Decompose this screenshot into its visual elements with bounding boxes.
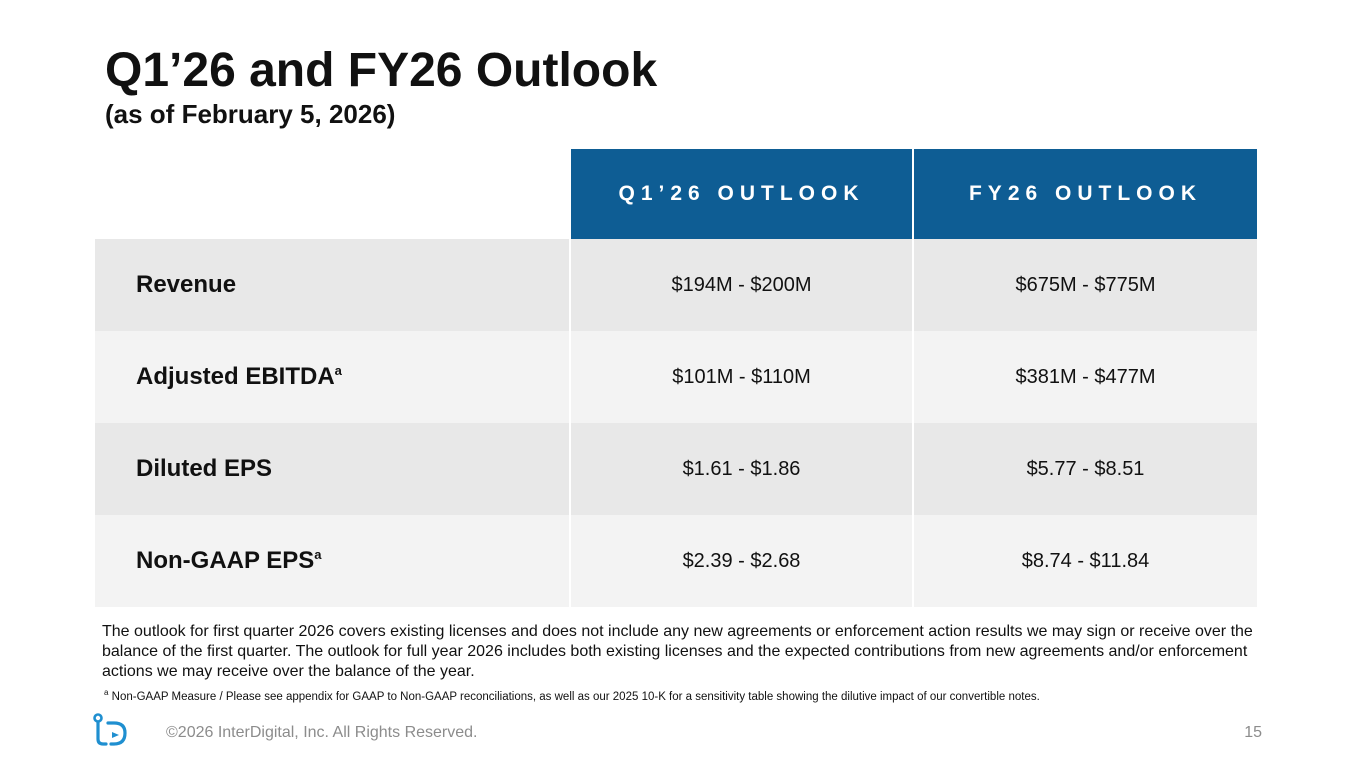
cell-fy-value: $8.74 - $11.84 xyxy=(912,515,1257,607)
row-label-non-gaap-eps: Non-GAAP EPSa xyxy=(95,515,570,607)
table-row: Non-GAAP EPSa $2.39 - $2.68 $8.74 - $11.… xyxy=(95,515,1257,607)
table-header-row: Q1’26 OUTLOOK FY26 OUTLOOK xyxy=(95,149,1257,239)
footnote-marker: a xyxy=(314,547,322,562)
interdigital-logo-icon xyxy=(93,713,127,746)
copyright-text: ©2026 InterDigital, Inc. All Rights Rese… xyxy=(166,724,478,741)
row-label-revenue: Revenue xyxy=(95,239,570,331)
slide-title: Q1’26 and FY26 Outlook xyxy=(105,44,658,97)
cell-q1-value: $2.39 - $2.68 xyxy=(569,515,913,607)
row-label-diluted-eps: Diluted EPS xyxy=(95,423,570,515)
footnote-marker: a xyxy=(334,363,342,378)
table-row: Revenue $194M - $200M $675M - $775M xyxy=(95,239,1257,331)
footnote-marker: a xyxy=(104,688,109,698)
outlook-note: The outlook for first quarter 2026 cover… xyxy=(102,623,1253,680)
table-row: Diluted EPS $1.61 - $1.86 $5.77 - $8.51 xyxy=(95,423,1257,515)
cell-fy-value: $5.77 - $8.51 xyxy=(912,423,1257,515)
cell-q1-value: $194M - $200M xyxy=(569,239,913,331)
cell-fy-value: $381M - $477M xyxy=(912,331,1257,423)
table-row: Adjusted EBITDAa $101M - $110M $381M - $… xyxy=(95,331,1257,423)
footnote: a Non-GAAP Measure / Please see appendix… xyxy=(104,688,1040,704)
outlook-table: Q1’26 OUTLOOK FY26 OUTLOOK Revenue $194M… xyxy=(95,149,1257,607)
column-header-fy-outlook: FY26 OUTLOOK xyxy=(912,149,1257,239)
column-header-q1-outlook: Q1’26 OUTLOOK xyxy=(569,149,913,239)
table-header-empty-cell xyxy=(95,149,570,239)
page-number: 15 xyxy=(1244,724,1262,741)
footnote-text: Non-GAAP Measure / Please see appendix f… xyxy=(108,691,1040,703)
cell-q1-value: $101M - $110M xyxy=(569,331,913,423)
row-label-adjusted-ebitda: Adjusted EBITDAa xyxy=(95,331,570,423)
slide-subtitle: (as of February 5, 2026) xyxy=(105,99,396,129)
cell-fy-value: $675M - $775M xyxy=(912,239,1257,331)
cell-q1-value: $1.61 - $1.86 xyxy=(569,423,913,515)
